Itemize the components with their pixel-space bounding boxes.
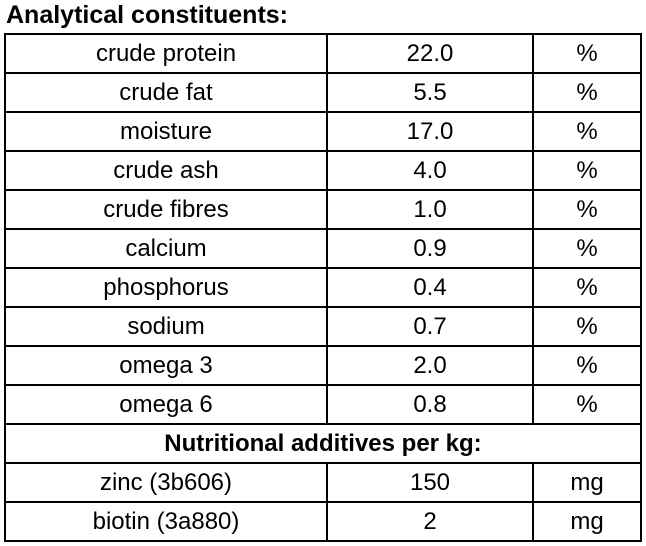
- constituent-unit: %: [532, 72, 642, 113]
- nutrition-table: crude protein 22.0 % crude fat 5.5 % moi…: [4, 33, 642, 542]
- table-row: calcium 0.9 %: [4, 228, 642, 269]
- constituent-value: 5.5: [326, 72, 534, 113]
- constituent-value: 4.0: [326, 150, 534, 191]
- constituent-name: phosphorus: [4, 267, 328, 308]
- constituent-unit: %: [532, 150, 642, 191]
- constituent-unit: %: [532, 33, 642, 74]
- section-header-row: Nutritional additives per kg:: [4, 423, 642, 464]
- constituent-value: 22.0: [326, 33, 534, 74]
- additive-name: zinc (3b606): [4, 462, 328, 503]
- additive-unit: mg: [532, 462, 642, 503]
- table-row: sodium 0.7 %: [4, 306, 642, 347]
- constituent-name: crude fibres: [4, 189, 328, 230]
- page-title: Analytical constituents:: [6, 1, 288, 29]
- constituent-unit: %: [532, 384, 642, 425]
- additive-value: 2: [326, 501, 534, 542]
- constituent-value: 17.0: [326, 111, 534, 152]
- table-row: zinc (3b606) 150 mg: [4, 462, 642, 503]
- constituent-value: 0.9: [326, 228, 534, 269]
- constituent-unit: %: [532, 228, 642, 269]
- table-row: omega 3 2.0 %: [4, 345, 642, 386]
- constituent-value: 2.0: [326, 345, 534, 386]
- constituent-name: moisture: [4, 111, 328, 152]
- table-row: biotin (3a880) 2 mg: [4, 501, 642, 542]
- additive-value: 150: [326, 462, 534, 503]
- constituent-unit: %: [532, 189, 642, 230]
- constituent-value: 0.4: [326, 267, 534, 308]
- constituent-name: omega 6: [4, 384, 328, 425]
- constituent-name: crude protein: [4, 33, 328, 74]
- constituent-name: sodium: [4, 306, 328, 347]
- table-row: phosphorus 0.4 %: [4, 267, 642, 308]
- table-row: omega 6 0.8 %: [4, 384, 642, 425]
- constituent-value: 1.0: [326, 189, 534, 230]
- section-header: Nutritional additives per kg:: [4, 423, 642, 464]
- additive-name: biotin (3a880): [4, 501, 328, 542]
- constituent-unit: %: [532, 306, 642, 347]
- additive-unit: mg: [532, 501, 642, 542]
- table-row: crude protein 22.0 %: [4, 33, 642, 74]
- constituent-unit: %: [532, 345, 642, 386]
- constituent-unit: %: [532, 111, 642, 152]
- constituent-name: calcium: [4, 228, 328, 269]
- table-row: crude fat 5.5 %: [4, 72, 642, 113]
- constituent-name: crude ash: [4, 150, 328, 191]
- constituent-name: omega 3: [4, 345, 328, 386]
- constituent-unit: %: [532, 267, 642, 308]
- constituent-name: crude fat: [4, 72, 328, 113]
- table-row: crude fibres 1.0 %: [4, 189, 642, 230]
- constituent-value: 0.8: [326, 384, 534, 425]
- table-row: crude ash 4.0 %: [4, 150, 642, 191]
- constituent-value: 0.7: [326, 306, 534, 347]
- table-row: moisture 17.0 %: [4, 111, 642, 152]
